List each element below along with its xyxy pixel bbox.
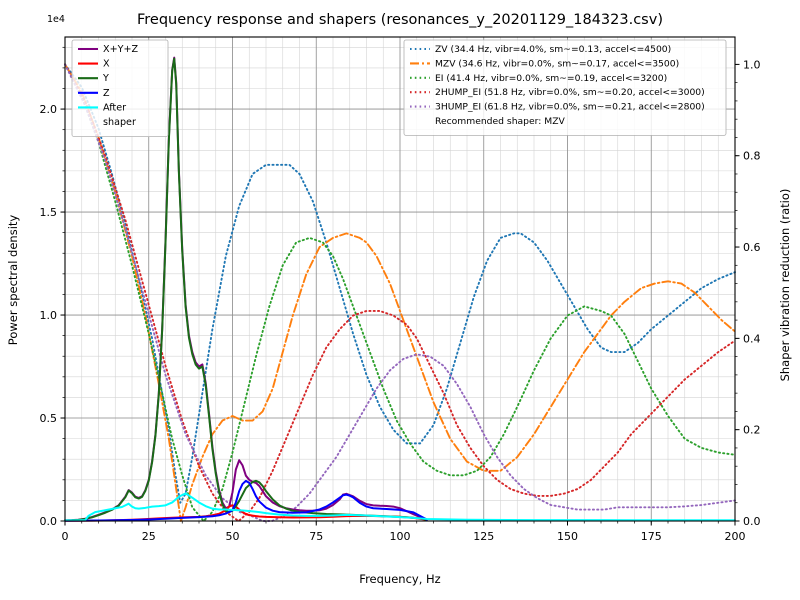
y-axis-right-label: Shaper vibration reduction (ratio) xyxy=(778,189,792,382)
legend-label[interactable]: X+Y+Z xyxy=(103,44,139,55)
x-tick-label: 50 xyxy=(226,530,240,543)
y-right-tick-label: 0.0 xyxy=(743,515,761,528)
legend-label[interactable]: Y xyxy=(102,73,109,84)
y-right-tick-label: 0.8 xyxy=(743,150,761,163)
shaper-curve-mzv xyxy=(64,63,736,522)
y-tick-label: 0.5 xyxy=(40,412,58,425)
shaper-legend-label[interactable]: ZV (34.4 Hz, vibr=4.0%, sm~=0.13, accel<… xyxy=(435,44,671,55)
page-title: Frequency response and shapers (resonanc… xyxy=(137,12,663,28)
legend-label[interactable]: Z xyxy=(103,88,110,99)
y-right-tick-label: 1.0 xyxy=(743,58,761,71)
x-tick-label: 200 xyxy=(725,530,746,543)
x-tick-label: 125 xyxy=(473,530,494,543)
y-right-tick-label: 0.4 xyxy=(743,332,761,345)
series-legend[interactable]: X+Y+Z XYZ After shaper xyxy=(71,39,169,137)
psd-curve-after-shaper xyxy=(64,492,736,522)
y-axis-label: Power spectral density xyxy=(6,215,20,346)
x-tick-label: 75 xyxy=(309,530,323,543)
y-right-tick-label: 0.2 xyxy=(743,424,761,437)
y-right-tick-label: 0.6 xyxy=(743,241,761,254)
y-tick-label: 1.5 xyxy=(40,206,58,219)
psd-curve-z xyxy=(64,479,428,522)
psd-curve-y xyxy=(64,57,428,522)
shaper-legend-box xyxy=(403,39,727,136)
y-axis-offset-label: 1e4 xyxy=(47,14,65,25)
shaper-legend-label[interactable]: 3HUMP_EI (61.8 Hz, vibr=0.0%, sm~=0.21, … xyxy=(435,102,705,113)
shaper-curve-ei xyxy=(64,63,736,522)
x-tick-label: 25 xyxy=(142,530,156,543)
shaper-curve-3hump_ei xyxy=(64,63,736,522)
legend-label-cont[interactable]: shaper xyxy=(103,117,136,128)
y-tick-label: 0.0 xyxy=(40,515,58,528)
shaper-legend-label[interactable]: EI (41.4 Hz, vibr=0.0%, sm~=0.19, accel<… xyxy=(435,73,667,84)
legend-label[interactable]: After xyxy=(103,102,126,113)
axes-decoration: 0 25 50 75 100 125 150 175 200 0.0 0.5 1.0 1.5 2.0 0.0… xyxy=(40,36,761,543)
shaper-legend[interactable]: ZV (34.4 Hz, vibr=4.0%, sm~=0.13, accel<… xyxy=(403,39,727,136)
shaper-legend-label[interactable]: MZV (34.6 Hz, vibr=0.0%, sm~=0.17, accel… xyxy=(435,58,679,69)
x-tick-label: 175 xyxy=(641,530,662,543)
recommended-shaper-note: Recommended shaper: MZV xyxy=(435,116,565,127)
x-tick-label: 150 xyxy=(557,530,578,543)
y-tick-label: 2.0 xyxy=(40,103,58,116)
shaper-curve-2hump_ei xyxy=(64,63,736,522)
shaper-legend-label[interactable]: 2HUMP_EI (51.8 Hz, vibr=0.0%, sm~=0.20, … xyxy=(435,87,705,98)
x-axis-label: Frequency, Hz xyxy=(359,572,440,586)
x-tick-label: 100 xyxy=(390,530,411,543)
shaper-curve-zv xyxy=(64,63,736,504)
legend-label[interactable]: X xyxy=(103,59,110,70)
data-curves xyxy=(64,56,736,522)
y-tick-label: 1.0 xyxy=(40,309,58,322)
x-tick-label: 0 xyxy=(62,530,69,543)
